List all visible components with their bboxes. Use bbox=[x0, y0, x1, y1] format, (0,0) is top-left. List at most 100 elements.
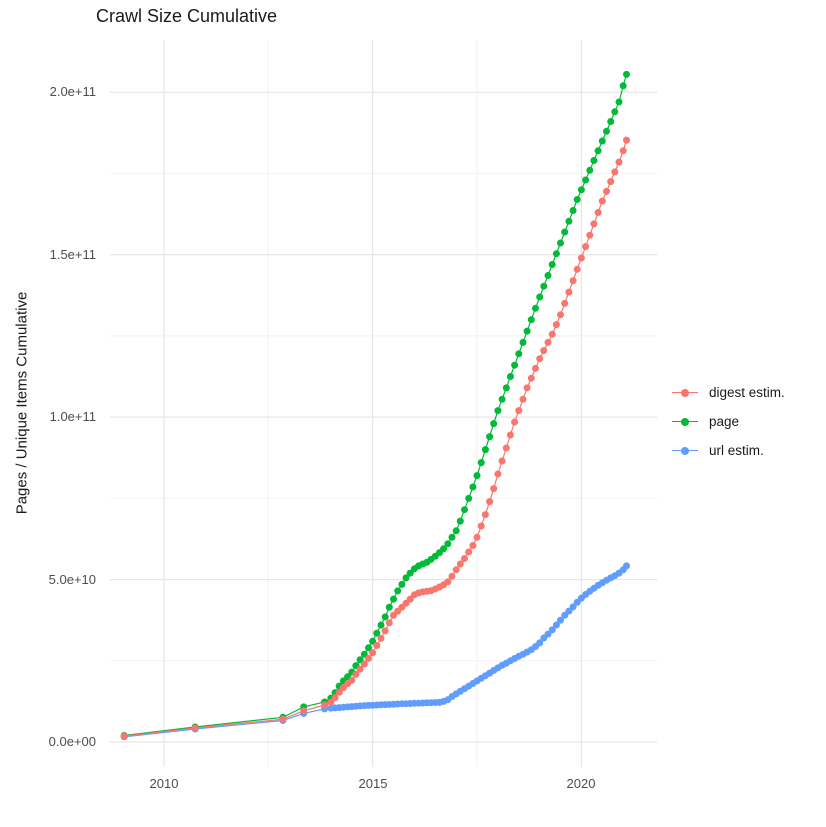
data-point bbox=[381, 627, 389, 635]
data-point bbox=[365, 644, 372, 652]
data-point bbox=[373, 642, 381, 649]
data-point bbox=[523, 327, 531, 335]
data-point bbox=[619, 147, 627, 155]
data-point bbox=[373, 629, 381, 637]
data-point bbox=[490, 485, 498, 493]
data-point bbox=[448, 533, 456, 541]
data-point bbox=[594, 209, 602, 216]
legend-item-url-estim: url estim. bbox=[672, 436, 785, 465]
data-point bbox=[452, 566, 460, 574]
data-point bbox=[469, 542, 477, 549]
data-point bbox=[486, 498, 494, 506]
y-tick-label-3: 1.5e+11 bbox=[49, 247, 96, 262]
data-point bbox=[440, 545, 448, 553]
data-point bbox=[590, 220, 598, 228]
data-point bbox=[381, 613, 389, 621]
y-tick-label-2: 1.0e+11 bbox=[49, 409, 96, 424]
data-point bbox=[544, 272, 552, 279]
data-point bbox=[557, 239, 564, 247]
data-point bbox=[603, 127, 610, 135]
data-point bbox=[191, 724, 199, 732]
data-point bbox=[385, 603, 393, 611]
data-point bbox=[582, 243, 590, 251]
data-point bbox=[335, 688, 343, 696]
data-point bbox=[352, 670, 360, 678]
data-point bbox=[498, 457, 506, 465]
legend-key-digest-estim bbox=[672, 386, 698, 400]
data-point bbox=[377, 621, 385, 629]
data-point bbox=[360, 660, 368, 668]
data-point bbox=[536, 293, 544, 301]
data-point bbox=[532, 304, 539, 312]
data-point bbox=[527, 374, 535, 382]
data-point bbox=[494, 407, 502, 415]
legend-item-digest-estim: digest estim. bbox=[672, 378, 785, 407]
data-point bbox=[506, 373, 514, 380]
data-point bbox=[623, 136, 630, 144]
data-point bbox=[582, 176, 590, 184]
data-point bbox=[544, 338, 552, 346]
data-point bbox=[557, 616, 564, 624]
y-tick-label-0: 0.0e+00 bbox=[48, 734, 96, 749]
y-tick-label-1: 5.0e+10 bbox=[48, 572, 96, 587]
legend-label: page bbox=[709, 414, 740, 429]
data-point bbox=[481, 511, 489, 519]
data-point bbox=[477, 459, 485, 467]
data-point bbox=[465, 548, 473, 556]
legend-item-page: page bbox=[672, 407, 785, 436]
data-point bbox=[477, 522, 485, 530]
data-point bbox=[365, 655, 372, 662]
data-point bbox=[348, 676, 356, 684]
data-point bbox=[461, 555, 468, 562]
data-point bbox=[590, 157, 598, 164]
data-point bbox=[406, 595, 414, 603]
data-point bbox=[615, 158, 623, 166]
data-point bbox=[385, 619, 393, 627]
legend-key-page bbox=[672, 415, 698, 429]
data-point bbox=[548, 330, 556, 338]
data-point bbox=[511, 418, 519, 426]
data-point bbox=[607, 118, 615, 125]
data-point bbox=[506, 431, 514, 439]
data-point bbox=[552, 321, 560, 329]
data-point bbox=[356, 665, 364, 673]
data-point bbox=[300, 707, 308, 715]
data-point bbox=[611, 108, 619, 116]
data-point bbox=[398, 580, 406, 588]
data-point bbox=[561, 299, 569, 307]
data-point bbox=[515, 350, 523, 358]
data-point bbox=[473, 533, 481, 541]
data-point bbox=[490, 420, 498, 428]
data-point bbox=[586, 166, 594, 174]
data-point bbox=[469, 483, 477, 491]
data-point bbox=[377, 634, 385, 642]
data-point bbox=[569, 603, 577, 611]
data-point bbox=[444, 578, 452, 586]
legend-label: url estim. bbox=[709, 443, 764, 458]
data-point bbox=[607, 178, 615, 186]
data-point bbox=[586, 231, 594, 239]
data-point bbox=[532, 364, 539, 372]
data-point bbox=[569, 277, 577, 285]
x-tick-label-2010: 2010 bbox=[149, 776, 179, 791]
data-point bbox=[536, 639, 544, 647]
data-point bbox=[369, 649, 377, 657]
legend-key-dot bbox=[681, 446, 689, 455]
data-point bbox=[473, 472, 481, 480]
data-point bbox=[519, 338, 527, 346]
chart-title: Crawl Size Cumulative bbox=[96, 6, 278, 26]
data-point bbox=[527, 316, 535, 324]
data-point bbox=[569, 207, 577, 214]
data-point bbox=[557, 311, 564, 319]
x-tick-label-2020: 2020 bbox=[566, 776, 596, 791]
data-point bbox=[448, 572, 456, 580]
data-point bbox=[498, 395, 506, 403]
data-point bbox=[598, 197, 606, 205]
legend-key-url-estim bbox=[672, 444, 698, 458]
data-point bbox=[577, 254, 585, 262]
data-point bbox=[523, 384, 531, 392]
data-point bbox=[321, 701, 329, 709]
data-point bbox=[611, 168, 619, 176]
